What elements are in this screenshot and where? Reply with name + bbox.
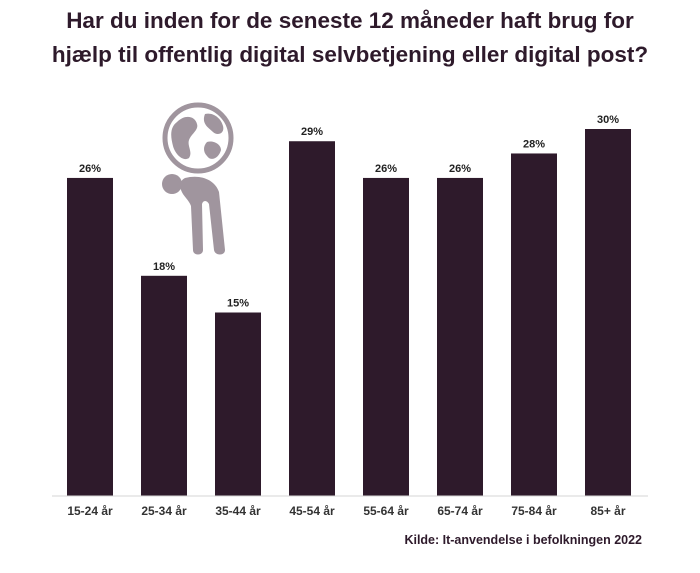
value-label-7: 28% xyxy=(523,138,545,150)
category-label-6: 65-74 år xyxy=(437,504,483,518)
category-label-2: 25-34 år xyxy=(141,504,187,518)
bar-2 xyxy=(141,275,187,496)
bar-6 xyxy=(437,177,483,496)
value-label-3: 15% xyxy=(227,298,249,310)
bar-7 xyxy=(511,153,557,496)
person-with-globe-icon xyxy=(162,102,234,255)
category-label-1: 15-24 år xyxy=(67,504,113,518)
value-label-6: 26% xyxy=(449,163,471,175)
category-label-7: 75-84 år xyxy=(511,504,557,518)
bar-4 xyxy=(289,141,335,496)
value-label-2: 18% xyxy=(153,261,175,273)
value-label-4: 29% xyxy=(301,126,323,138)
category-label-8: 85+ år xyxy=(590,504,625,518)
bar-5 xyxy=(363,177,409,496)
value-label-8: 30% xyxy=(597,114,619,126)
category-label-4: 45-54 år xyxy=(289,504,335,518)
bar-8 xyxy=(585,129,631,496)
bar-1 xyxy=(67,177,113,496)
category-label-5: 55-64 år xyxy=(363,504,409,518)
chart-title-line-2: hjælp til offentlig digital selvbetjenin… xyxy=(51,42,649,67)
value-label-1: 26% xyxy=(79,163,101,175)
chart-title: Har du inden for de seneste 12 måneder h… xyxy=(0,4,700,72)
value-label-5: 26% xyxy=(375,163,397,175)
chart-title-line-1: Har du inden for de seneste 12 måneder h… xyxy=(66,8,634,33)
category-label-3: 35-44 år xyxy=(215,504,261,518)
source-note: Kilde: It-anvendelse i befolkningen 2022 xyxy=(404,533,642,547)
bar-3 xyxy=(215,312,261,496)
